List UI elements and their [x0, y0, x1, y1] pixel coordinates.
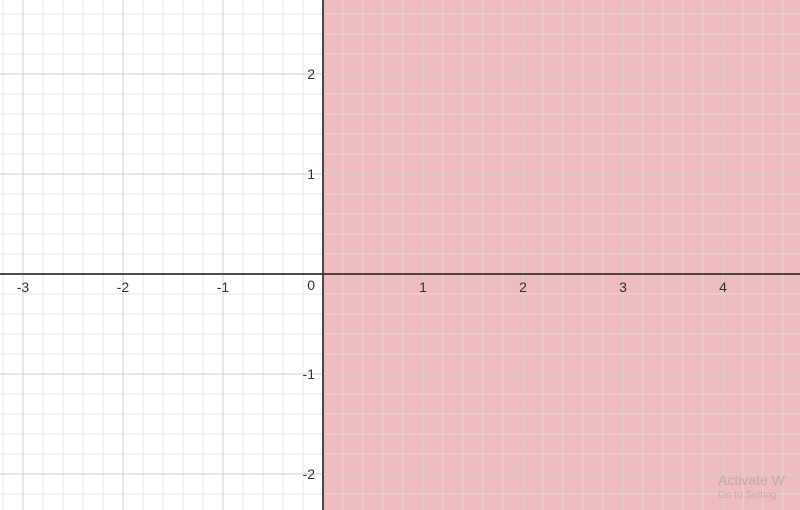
inequality-plot: -3-2-11234-5-4-3-2-11234560 [0, 0, 800, 510]
origin-label: 0 [307, 277, 315, 293]
x-tick-label: -2 [117, 279, 130, 295]
x-tick-label: -1 [217, 279, 230, 295]
x-tick-label: 2 [519, 279, 527, 295]
chart-container: -3-2-11234-5-4-3-2-11234560 Activate W G… [0, 0, 800, 510]
x-tick-label: -3 [17, 279, 30, 295]
y-tick-label: -1 [303, 366, 316, 382]
x-tick-label: 4 [719, 279, 727, 295]
y-tick-label: -2 [303, 466, 316, 482]
y-tick-label: 1 [307, 166, 315, 182]
x-tick-label: 1 [419, 279, 427, 295]
x-tick-label: 3 [619, 279, 627, 295]
y-tick-label: 2 [307, 66, 315, 82]
